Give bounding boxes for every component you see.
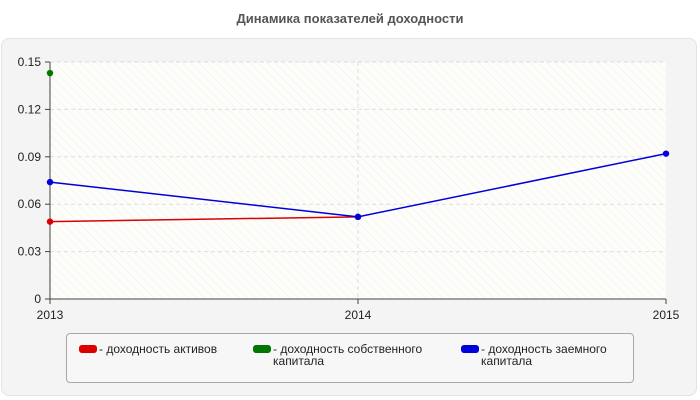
legend-label-equity: - доходность собственного капитала: [273, 342, 423, 368]
legend-label-debt: - доходность заемного капитала: [481, 342, 607, 368]
ytick-label: 0.06: [18, 197, 42, 211]
xtick-label: 2014: [345, 308, 372, 322]
legend: - доходность активов - доходность собств…: [66, 333, 634, 383]
ytick-label: 0.15: [18, 55, 42, 69]
ytick-label: 0.03: [18, 245, 42, 259]
xtick-label: 2015: [653, 308, 680, 322]
legend-swatch-assets: [79, 345, 97, 353]
grid-lines: [50, 61, 666, 299]
legend-swatch-equity: [253, 345, 271, 353]
chart-title: Динамика показателей доходности: [236, 11, 464, 26]
legend-label-assets: - доходность активов: [99, 342, 218, 356]
ytick-label: 0: [34, 292, 41, 306]
tick-labels: 0 0.03 0.06 0.09 0.12 0.15 2013 2014 2015: [18, 55, 680, 322]
data-point: [46, 69, 54, 77]
series-lines: [46, 69, 670, 225]
data-point: [46, 178, 54, 186]
series-line: [49, 216, 359, 223]
data-point: [662, 150, 670, 157]
xtick-label: 2013: [37, 308, 64, 322]
ytick-label: 0.09: [18, 150, 42, 164]
data-point: [46, 218, 54, 225]
legend-swatch-debt: [461, 345, 479, 353]
ytick-label: 0.12: [18, 102, 42, 116]
data-point: [354, 213, 362, 221]
